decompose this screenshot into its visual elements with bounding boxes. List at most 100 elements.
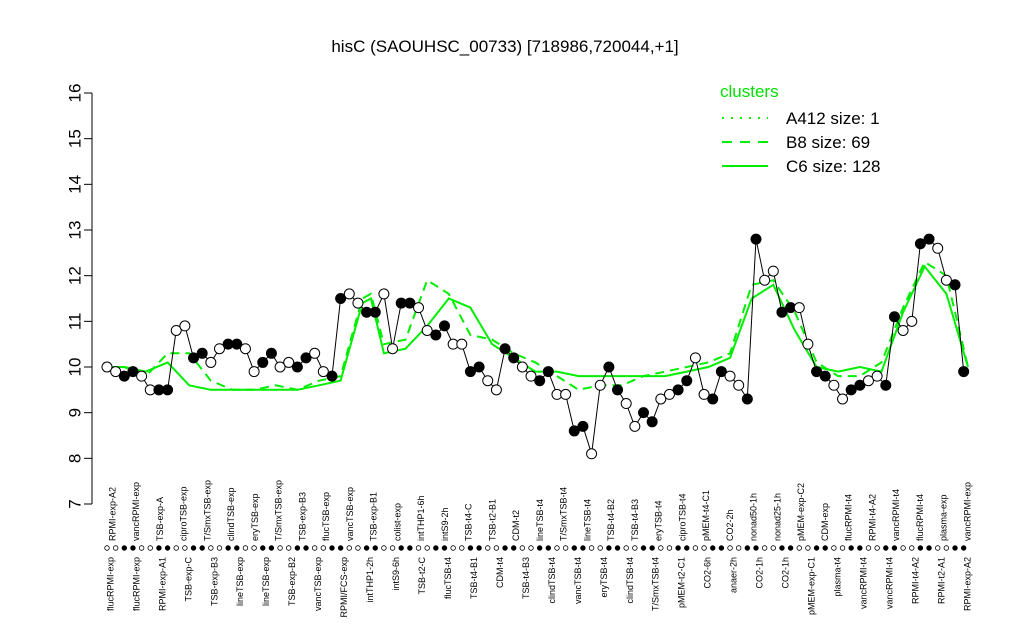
data-point [508, 352, 520, 364]
rug-mark [130, 545, 136, 551]
rug-mark [407, 545, 413, 551]
x-tick-label: lineTSB-t4 [582, 499, 592, 541]
rug-mark [251, 545, 257, 551]
rug-mark [303, 545, 309, 551]
data-point [300, 352, 312, 364]
rug-mark [389, 545, 396, 551]
rug-mark [294, 545, 301, 551]
data-point [525, 370, 537, 382]
rug-mark [571, 545, 577, 551]
data-point [378, 288, 390, 300]
rug-mark [935, 545, 941, 551]
data-point [110, 366, 122, 378]
chart-title: hisC (SAOUHSC_00733) [718986,720044,+1] [331, 37, 678, 56]
x-tick-label: TSB-t4-C [464, 503, 474, 541]
x-tick-label: TSB-exp-A [155, 497, 165, 541]
rug-mark [121, 545, 128, 551]
rug-mark [839, 545, 846, 551]
data-point [343, 288, 355, 300]
data-point [586, 448, 598, 460]
x-tick-label: lineTSB-t4 [535, 499, 545, 541]
rug-mark [753, 545, 759, 551]
rug-mark [727, 545, 733, 551]
data-point [759, 274, 771, 286]
x-tick-label: vancRPMI-exp [131, 482, 141, 541]
data-point [871, 370, 883, 382]
data-point [698, 388, 710, 400]
data-point [560, 388, 572, 400]
rug-mark [606, 545, 612, 551]
rug-mark [493, 545, 500, 551]
data-point [542, 366, 554, 378]
x-tick-label: T/SmxTSB-t4 [559, 487, 569, 541]
x-tick-label: RPMI-exp-A2 [107, 487, 117, 541]
rug-mark [147, 545, 153, 551]
data-point [239, 343, 251, 355]
series-c6-line [107, 264, 969, 391]
x-tick-label: vancTSB-exp [345, 487, 355, 541]
data-point [101, 361, 113, 373]
rug-mark [433, 545, 439, 551]
x-tick-label: ciproTSB-exp [179, 486, 189, 541]
data-point [707, 393, 719, 405]
data-point [672, 384, 684, 396]
x-axis-labels: RPMI-exp-A2 vancRPMI-exp TSB-exp-A ciproTSB… [105, 480, 972, 618]
rug-mark [355, 545, 361, 551]
x-tick-label: intS9-6h [391, 557, 401, 591]
x-tick-label: anaer-2h [729, 557, 739, 593]
x-tick-label: flucRPMI-t4 [844, 494, 854, 541]
data-point [291, 361, 303, 373]
rug-mark [874, 545, 880, 551]
y-axis: 7 8 9 10 11 12 13 14 15 16 [65, 84, 93, 509]
x-tick-label: plasma-t4 [833, 557, 843, 597]
data-point [464, 366, 476, 378]
rug-mark [511, 545, 517, 551]
series-b8-line [107, 260, 969, 391]
legend: clusters A412 size: 1 B8 size: 69 C6 size: … [720, 82, 881, 176]
data-point [880, 379, 892, 391]
data-point [612, 384, 624, 396]
rug-mark [441, 545, 448, 551]
rug-mark [112, 545, 119, 551]
x-tick-label: intTHP1-6h [416, 495, 426, 541]
rug-mark [640, 545, 647, 551]
data-point [819, 370, 831, 382]
y-tick-label: 10 [65, 358, 84, 377]
rug-mark [138, 545, 145, 551]
x-tick-label: clindTSB-t4 [547, 557, 557, 604]
rug-mark [718, 545, 725, 551]
y-tick-label: 12 [65, 266, 84, 285]
rug-mark [208, 545, 214, 551]
rug-mark [476, 545, 482, 551]
rug-mark [623, 545, 629, 551]
rug-mark [787, 545, 794, 551]
data-point [317, 366, 329, 378]
data-point [862, 375, 874, 387]
y-tick-label: 14 [65, 175, 84, 194]
rug-mark [701, 545, 707, 551]
rug-mark [415, 545, 422, 551]
data-point [681, 375, 693, 387]
data-point [534, 375, 546, 387]
data-point [118, 370, 130, 382]
data-point [438, 320, 450, 332]
rug-mark [891, 545, 898, 551]
rug-mark [917, 545, 924, 551]
rug-mark [614, 545, 621, 551]
x-tick-label: TSB-exp-B3 [297, 492, 307, 541]
data-point [741, 393, 753, 405]
x-tick-label: vancTSB-t4 [573, 557, 583, 604]
data-point [923, 233, 935, 245]
data-point [733, 379, 745, 391]
x-tick-label: eryTSB-t4 [599, 557, 609, 598]
rug-mark [311, 545, 318, 551]
rug-mark [459, 545, 465, 551]
data-point [309, 347, 321, 359]
rug-mark [329, 545, 335, 551]
x-tick-label: CO2-1h [781, 557, 791, 589]
x-tick-label: TSB-t4-B3 [521, 557, 531, 599]
x-tick-label: plasma-exp [939, 494, 949, 541]
x-tick-label: flucRPMI-exp [131, 557, 141, 611]
data-point [568, 425, 580, 437]
y-tick-label: 15 [65, 129, 84, 148]
